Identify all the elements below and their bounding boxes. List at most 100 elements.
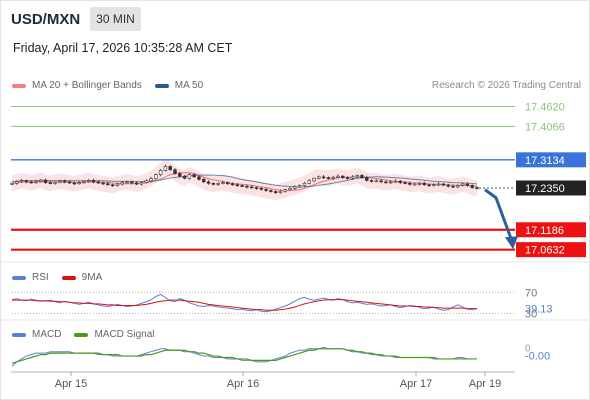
level-tag-pivot: 17.3134 <box>516 152 586 168</box>
candle <box>10 182 14 186</box>
candle <box>29 180 33 184</box>
candle-body <box>216 183 220 185</box>
candle-body <box>331 176 335 179</box>
candle <box>144 179 148 184</box>
candle-body <box>254 187 259 189</box>
candle <box>149 176 153 183</box>
candle-body <box>139 182 144 185</box>
candle <box>365 175 369 182</box>
candle-body <box>288 188 292 191</box>
candle-body <box>130 181 134 184</box>
level-tag-resistance-2: 17.4620 <box>525 101 565 113</box>
candle-body <box>297 185 302 188</box>
candle-body <box>269 190 273 192</box>
rsi-level-label-30: 30 <box>525 308 537 320</box>
candle-body <box>34 181 38 183</box>
candle-body <box>221 182 225 184</box>
candle <box>249 185 254 189</box>
rsi-ma-line <box>12 299 477 311</box>
candle-body <box>211 183 216 185</box>
macd-signal-swatch <box>74 332 89 337</box>
candle-body <box>144 180 148 183</box>
candle-body <box>398 180 403 183</box>
candle-body <box>259 188 264 190</box>
candle-body <box>15 181 19 184</box>
candle <box>441 182 446 187</box>
candle <box>63 179 67 184</box>
candle-body <box>379 180 383 183</box>
macd-zero-label: 0 <box>525 344 531 355</box>
level-tag-support-1: 17.1186 <box>516 222 586 238</box>
level-label-resistance-2: 17.4620 <box>525 101 565 113</box>
candle-body <box>206 181 211 184</box>
candle <box>206 180 211 185</box>
candle <box>86 179 91 183</box>
candle <box>283 188 287 193</box>
candle <box>312 177 316 183</box>
candle-body <box>283 189 287 192</box>
candle-body <box>154 174 158 179</box>
candle <box>436 182 441 187</box>
candle <box>422 181 426 186</box>
candle <box>240 184 244 188</box>
level-tag-bg-support-2 <box>516 242 586 258</box>
candle-body <box>278 190 283 193</box>
forecast-arrow-head <box>505 236 518 250</box>
candle <box>192 172 196 178</box>
candle-body <box>53 181 57 184</box>
legend-ma20-label: MA 20 + Bollinger Bands <box>32 80 142 91</box>
candle <box>235 182 240 187</box>
candle <box>470 184 474 189</box>
candle-body <box>249 186 254 189</box>
candle-body <box>393 180 398 183</box>
rsi-level-label-70: 70 <box>525 287 537 299</box>
candle-body <box>336 175 340 178</box>
forecast-arrow-shaft <box>484 188 514 242</box>
candle <box>403 181 407 185</box>
candle <box>321 175 326 179</box>
legend-macd-label: MACD <box>32 329 62 340</box>
legend-item-macd-signal: MACD Signal <box>74 329 154 340</box>
level-tag-resistance-1: 17.4066 <box>525 121 565 133</box>
candle-body <box>115 183 120 186</box>
candle-body <box>173 169 177 174</box>
timeframe-badge[interactable]: 30 MIN <box>90 7 141 31</box>
candle-body <box>63 180 67 183</box>
candle-body <box>417 183 422 185</box>
candle <box>379 179 383 184</box>
candle-body <box>29 181 33 184</box>
candle <box>331 175 335 180</box>
candle <box>326 176 331 180</box>
candle-body <box>293 186 297 189</box>
candle <box>58 179 62 184</box>
candle-body <box>273 191 278 193</box>
candle-body <box>120 182 124 185</box>
candle <box>345 176 350 180</box>
candle-body <box>245 185 249 188</box>
level-label-support-1: 17.1186 <box>525 225 564 237</box>
candle-body <box>360 175 364 178</box>
candle-body <box>312 177 316 182</box>
level-tag-bg-support-1 <box>516 222 586 238</box>
candle-body <box>48 182 53 184</box>
candle-body <box>197 176 201 180</box>
candle-body <box>432 184 436 187</box>
candle <box>115 182 120 187</box>
candle-body <box>427 184 431 187</box>
candle <box>197 175 201 181</box>
candle <box>139 181 144 186</box>
x-tick-label: Apr 17 <box>400 378 432 390</box>
candle-body <box>77 182 81 184</box>
main-legend: MA 20 + Bollinger Bands MA 50 <box>12 80 216 91</box>
candle <box>278 189 283 194</box>
legend-item-ma50: MA 50 <box>154 80 203 91</box>
x-tick-label: Apr 16 <box>227 378 259 390</box>
rsi-legend: RSI 9MA <box>12 272 115 283</box>
candle-body <box>451 185 455 188</box>
candle-body <box>168 166 172 170</box>
candle <box>225 181 230 186</box>
candle <box>91 178 96 184</box>
candle <box>19 179 24 183</box>
copyright-label: Research © 2026 Trading Central <box>431 80 581 91</box>
